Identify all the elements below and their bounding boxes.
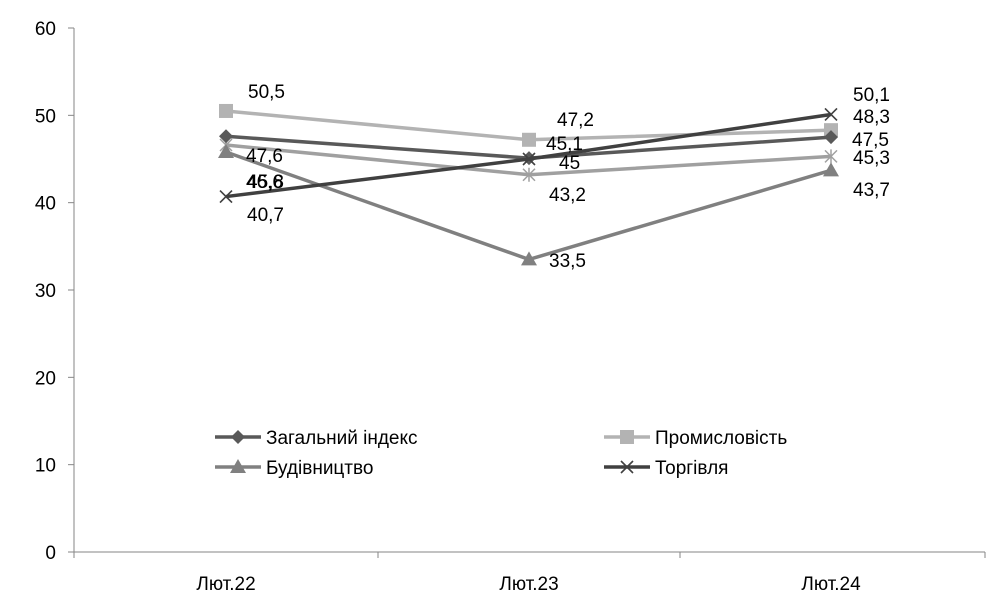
data-point (522, 132, 536, 147)
data-point (521, 251, 537, 266)
data-point (219, 189, 233, 204)
y-tick-label: 40 (35, 194, 56, 215)
legend-label: Торгівля (655, 458, 728, 479)
data-label: 47,6 (246, 146, 283, 167)
data-point (522, 152, 536, 166)
data-label: 45 (559, 153, 580, 174)
legend-label: Промисловість (655, 428, 787, 449)
legend-marker (620, 460, 634, 474)
data-label: 48,3 (853, 107, 890, 128)
data-label: 50,5 (248, 82, 285, 103)
legend-marker (620, 430, 634, 444)
y-tick-label: 30 (35, 281, 56, 302)
data-point (824, 107, 838, 122)
y-tick-label: 60 (35, 19, 56, 40)
x-tick-label: Лют.24 (801, 574, 861, 594)
data-label: 45,3 (853, 148, 890, 169)
data-point (824, 149, 838, 164)
data-point (824, 130, 838, 145)
data-point (219, 129, 233, 144)
legend-label: Будівництво (266, 458, 373, 479)
x-tick-label: Лют.22 (196, 574, 255, 594)
data-label: 33,5 (549, 251, 586, 272)
data-point (219, 103, 233, 118)
x-tick-label: Лют.23 (499, 574, 558, 594)
legend-marker (231, 430, 245, 444)
data-point (218, 144, 234, 159)
data-point (522, 167, 536, 182)
data-label: 47,5 (852, 130, 889, 151)
y-tick-label: 0 (45, 543, 56, 564)
data-label: 40,7 (247, 205, 284, 226)
data-label: 43,7 (853, 180, 890, 201)
data-label: 46,6 (246, 172, 283, 193)
data-label: 47,2 (557, 110, 594, 131)
legend-marker (230, 459, 246, 473)
legend-label: Загальний індекс (266, 428, 418, 449)
data-point (823, 162, 839, 177)
y-tick-label: 50 (35, 106, 56, 127)
data-label: 45,8 (247, 172, 284, 193)
data-label: 43,2 (549, 185, 586, 206)
data-label: 50,1 (853, 85, 890, 106)
y-tick-label: 20 (35, 368, 56, 389)
y-tick-label: 10 (35, 456, 56, 477)
data-label: 45,1 (546, 134, 583, 155)
